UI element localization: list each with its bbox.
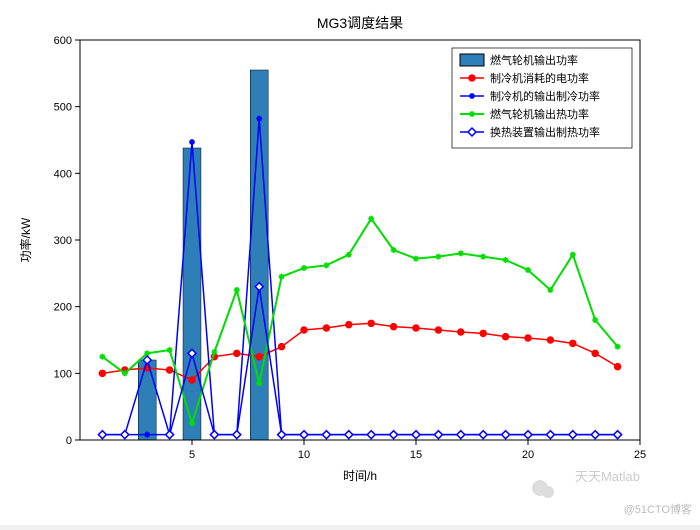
svg-text:25: 25 xyxy=(634,449,646,461)
svg-text:600: 600 xyxy=(54,35,72,47)
svg-text:换热装置输出制热功率: 换热装置输出制热功率 xyxy=(490,125,600,139)
chart-svg: 0 100 200 300 400 500 600 5 10 15 20 25 MG3调度结果时间/h 功… xyxy=(0,0,700,525)
svg-text:20: 20 xyxy=(522,449,534,461)
svg-text:燃气轮机输出功率: 燃气轮机输出功率 xyxy=(490,53,578,67)
svg-text:10: 10 xyxy=(298,449,310,461)
svg-text:100: 100 xyxy=(54,368,72,380)
svg-text:200: 200 xyxy=(54,302,72,314)
svg-text:300: 300 xyxy=(54,235,72,247)
svg-text:燃气轮机输出热功率: 燃气轮机输出热功率 xyxy=(490,107,589,121)
svg-text:5: 5 xyxy=(189,449,195,461)
chart-container: 0 100 200 300 400 500 600 5 10 15 20 25 MG3调度结果时间/h 功… xyxy=(0,0,700,525)
svg-text:制冷机消耗的电功率: 制冷机消耗的电功率 xyxy=(490,71,589,85)
svg-text:15: 15 xyxy=(410,449,422,461)
svg-text:时间/h: 时间/h xyxy=(343,469,377,483)
svg-text:制冷机的输出制冷功率: 制冷机的输出制冷功率 xyxy=(490,89,600,103)
svg-text:MG3调度结果: MG3调度结果 xyxy=(317,15,403,31)
svg-text:500: 500 xyxy=(54,102,72,114)
svg-text:400: 400 xyxy=(54,168,72,180)
svg-text:0: 0 xyxy=(66,435,72,447)
svg-text:功率/kW: 功率/kW xyxy=(18,217,33,262)
